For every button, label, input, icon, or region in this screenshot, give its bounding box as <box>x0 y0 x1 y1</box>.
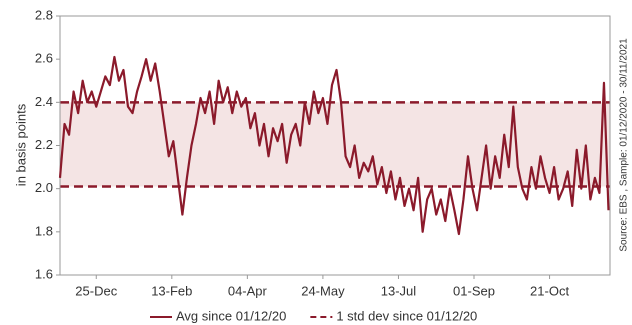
legend-label: 1 std dev since 01/12/20 <box>336 308 477 323</box>
x-tick-label: 01-Sep <box>453 283 495 298</box>
x-tick-label: 24-May <box>301 283 345 298</box>
legend-label: Avg since 01/12/20 <box>176 308 286 323</box>
source-note: Source: EBS , Sample: 01/12/2020 - 30/11… <box>619 38 630 252</box>
data-line <box>58 55 610 236</box>
x-tick-label: 04-Apr <box>228 283 268 298</box>
y-tick-label: 2.2 <box>35 137 53 152</box>
y-tick-label: 2.6 <box>35 51 53 66</box>
y-tick-label: 2.4 <box>35 94 53 109</box>
std-dev-band <box>60 102 610 187</box>
y-tick-label: 1.6 <box>35 266 53 281</box>
x-tick-label: 21-Oct <box>530 283 569 298</box>
y-tick-label: 2.0 <box>35 180 53 195</box>
y-tick-label: 2.8 <box>35 7 53 22</box>
y-axis-label: in basis points <box>13 103 28 186</box>
x-tick-label: 25-Dec <box>75 283 117 298</box>
y-tick-label: 1.8 <box>35 223 53 238</box>
x-tick-label: 13-Jul <box>381 283 417 298</box>
x-tick-label: 13-Feb <box>151 283 192 298</box>
